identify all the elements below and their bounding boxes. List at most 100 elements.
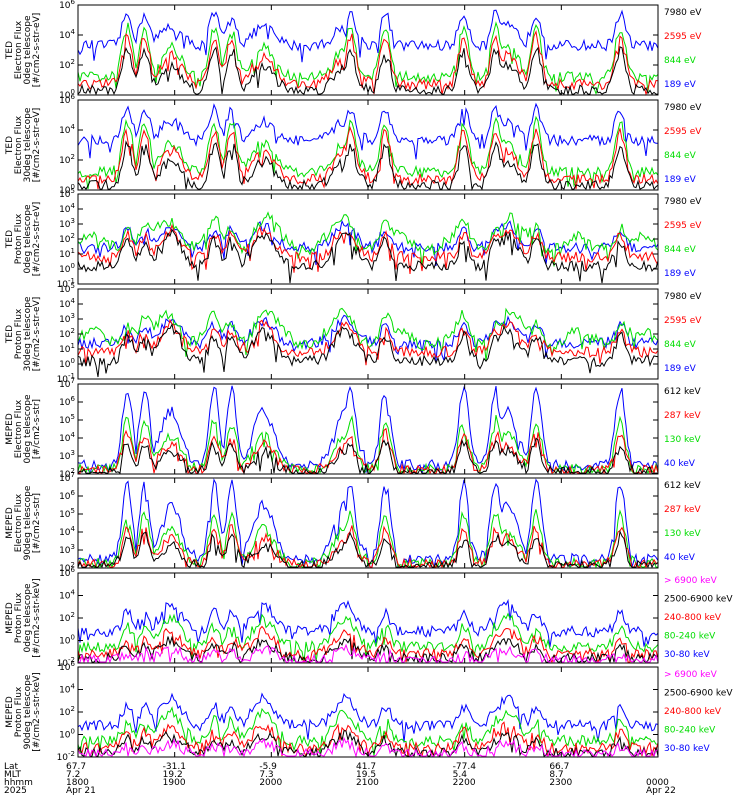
- y-tick-label: 103: [59, 449, 75, 462]
- series-line-red: [77, 318, 659, 366]
- footer-value: 2200: [453, 778, 476, 788]
- legend-entry: 287 keV: [664, 505, 701, 515]
- y-tick-label: 100: [59, 262, 75, 275]
- series-line-black: [77, 228, 659, 284]
- y-axis-label: Electron Flux: [14, 493, 24, 552]
- footer-value: 2100: [356, 778, 379, 788]
- y-tick-label: 105: [59, 413, 75, 426]
- y-tick-label: 103: [59, 217, 75, 230]
- legend-entry: > 6900 keV: [664, 576, 718, 586]
- legend-entry: 612 keV: [664, 481, 701, 491]
- y-tick-label: 106: [59, 93, 75, 106]
- legend-entry: 844 eV: [664, 56, 697, 66]
- footer-value: 7.2: [66, 770, 80, 780]
- footer-value: 19.2: [163, 770, 183, 780]
- y-axis-label: Electron Flux: [14, 20, 24, 79]
- series-line-blue: [77, 102, 659, 160]
- footer-value: Apr 21: [66, 786, 96, 796]
- footer-value: 41.7: [356, 762, 376, 772]
- legend-entry: 30-80 keV: [664, 744, 710, 754]
- series-line-blue: [77, 9, 659, 63]
- plot-frame: [77, 193, 659, 285]
- legend-entry: 240-800 keV: [664, 707, 722, 717]
- footer-value: 7.3: [259, 770, 273, 780]
- y-tick-label: 104: [59, 525, 75, 538]
- y-tick-label: 103: [59, 543, 75, 556]
- legend-entry: 189 eV: [664, 175, 697, 185]
- y-tick-label: 106: [59, 660, 75, 673]
- footer-value: 2000: [259, 778, 282, 788]
- plot-frame: [77, 288, 659, 380]
- legend-entry: 130 keV: [664, 529, 701, 539]
- footer-value: 2300: [549, 778, 572, 788]
- flux-panel-5: 102 103 104 105 106 107 MEPED Electron Flux 0deg…: [5, 377, 701, 480]
- y-tick-label: 106: [59, 395, 75, 408]
- y-axis-label: MEPED: [5, 507, 15, 539]
- series-line-blue: [77, 385, 659, 475]
- y-axis-label: [#/cm2-s-str-eV]: [32, 13, 42, 88]
- series-line-red: [77, 29, 659, 96]
- y-tick-label: 100: [59, 88, 75, 101]
- y-axis-label: TED: [5, 325, 15, 344]
- flux-panel-1: 100 102 104 106 TED Electron Flux 0deg telesco…: [5, 0, 702, 101]
- y-axis-label: MEPED: [5, 413, 15, 445]
- legend-entry: 844 eV: [664, 340, 697, 350]
- plot-frame: [77, 383, 659, 475]
- legend-entry: 7980 eV: [664, 292, 702, 302]
- y-axis-label: 0deg telescope: [23, 204, 33, 274]
- footer-value: 1900: [163, 778, 186, 788]
- y-tick-label: 102: [59, 561, 75, 574]
- y-tick-label: 100: [59, 183, 75, 196]
- series-line-red: [77, 125, 659, 190]
- footer-value: 66.7: [549, 762, 569, 772]
- y-axis-label: Proton Flux: [14, 686, 24, 737]
- legend-entry: 2595 eV: [664, 127, 702, 137]
- series-line-green: [77, 21, 659, 95]
- series-line-green: [77, 211, 659, 267]
- footer-row-label: MLT: [4, 770, 22, 780]
- legend-entry: 2500-6900 keV: [664, 595, 733, 605]
- legend-entry: 2595 eV: [664, 221, 702, 231]
- series-line-green: [77, 612, 659, 663]
- legend-entry: 189 eV: [664, 364, 697, 374]
- plot-frame: [77, 4, 659, 96]
- flux-panel-6: 102 103 104 105 106 107 MEPED Electron Flux 90de…: [5, 471, 701, 574]
- flux-panel-4: 10-1 100 101 102 103 104 105 TED Proton Flux 30de…: [5, 282, 702, 385]
- y-tick-label: 102: [59, 153, 75, 166]
- y-tick-label: 100: [59, 634, 75, 647]
- footer-value: Apr 22: [646, 786, 676, 796]
- y-axis-label: TED: [5, 41, 15, 60]
- y-tick-label: 10-2: [57, 750, 75, 763]
- y-tick-label: 106: [59, 489, 75, 502]
- legend-entry: 40 keV: [664, 459, 696, 469]
- y-tick-label: 105: [59, 507, 75, 520]
- legend-entry: 2500-6900 keV: [664, 689, 733, 699]
- y-tick-label: 102: [59, 705, 75, 718]
- footer-value: -31.1: [163, 762, 186, 772]
- y-tick-label: 102: [59, 232, 75, 245]
- y-tick-label: 102: [59, 58, 75, 71]
- y-tick-label: 102: [59, 327, 75, 340]
- y-tick-label: 10-1: [57, 372, 75, 385]
- legend-entry: 2595 eV: [664, 32, 702, 42]
- y-tick-label: 104: [59, 431, 75, 444]
- footer-value: 1800: [66, 778, 89, 788]
- legend-entry: 80-240 keV: [664, 632, 716, 642]
- y-tick-label: 103: [59, 312, 75, 325]
- y-axis-label: MEPED: [5, 602, 15, 634]
- y-tick-label: 101: [59, 247, 75, 260]
- y-axis-label: [#/cm2-s-str]: [32, 399, 42, 459]
- legend-entry: 844 eV: [664, 151, 697, 161]
- y-axis-label: Proton Flux: [14, 592, 24, 643]
- y-axis-label: TED: [5, 136, 15, 155]
- legend-entry: 2595 eV: [664, 316, 702, 326]
- y-axis-label: Electron Flux: [14, 115, 24, 174]
- footer-value: -5.9: [259, 762, 277, 772]
- legend-entry: 189 eV: [664, 80, 697, 90]
- y-tick-label: 106: [59, 566, 75, 579]
- y-axis-label: [#/cm2-s-str-eV]: [32, 202, 42, 277]
- y-tick-label: 104: [59, 683, 75, 696]
- y-tick-label: 105: [59, 187, 75, 200]
- flux-panel-3: 10-1 100 101 102 103 104 105 TED Proton Flux 0deg…: [5, 187, 702, 290]
- legend-entry: 40 keV: [664, 553, 696, 563]
